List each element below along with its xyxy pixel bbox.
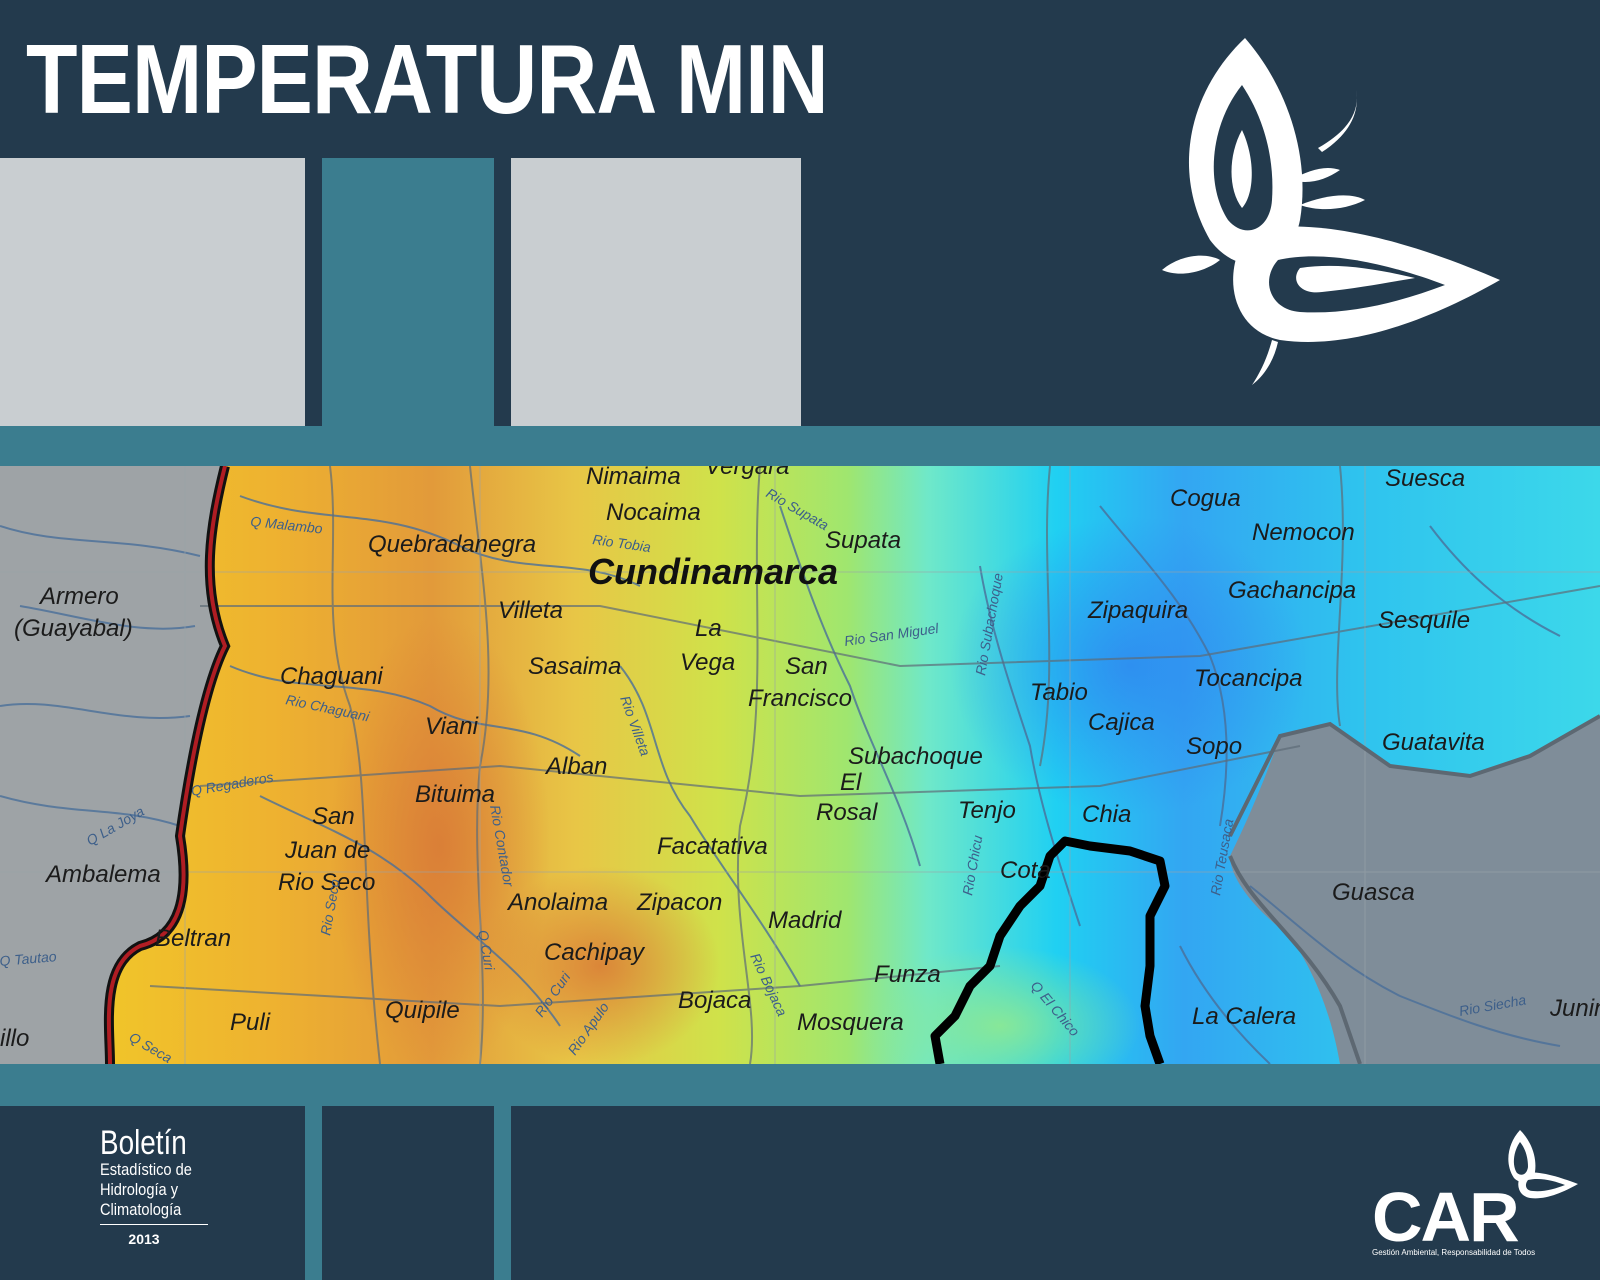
butterfly-logo-icon: [1162, 38, 1500, 385]
town-label: Quebradanegra: [368, 531, 536, 558]
car-tagline: Gestión Ambiental, Responsabilidad de To…: [1372, 1248, 1536, 1257]
photo-placeholder-left: [0, 158, 305, 426]
town-label: Francisco: [748, 685, 852, 712]
town-label: Viani: [425, 713, 479, 740]
town-label: Supata: [825, 527, 901, 554]
town-label: Subachoque: [848, 743, 983, 770]
town-label: Nocaima: [606, 499, 701, 526]
town-label: La Calera: [1192, 1003, 1296, 1030]
town-label: Facatativa: [657, 833, 768, 860]
boletin-line-3: Climatología: [100, 1200, 182, 1219]
town-label: Gachancipa: [1228, 577, 1356, 604]
town-label: Funza: [874, 961, 941, 988]
town-label: Zipaquira: [1087, 597, 1188, 624]
town-label: Bituima: [415, 781, 495, 808]
town-label: Suesca: [1385, 466, 1465, 492]
teal-bar-top: [0, 426, 1600, 466]
town-label: Chaguani: [280, 663, 383, 690]
town-label: Chia: [1082, 801, 1131, 828]
town-label: Rosal: [816, 799, 878, 826]
town-label: Ambalema: [44, 861, 161, 888]
town-label: Nemocon: [1252, 519, 1355, 546]
teal-divider-1: [305, 1106, 322, 1280]
town-label: Tabio: [1030, 679, 1088, 706]
town-label: Madrid: [768, 907, 842, 934]
town-label: Tocancipa: [1194, 665, 1303, 692]
temperature-map: Cundinamarca Nimaima Vergara Nocaima Sup…: [0, 466, 1600, 1064]
car-butterfly-icon: [1508, 1130, 1578, 1199]
boletin-line-2: Hidrología y: [100, 1180, 179, 1199]
town-label: Armero: [38, 583, 119, 610]
town-label: (Guayabal): [14, 615, 133, 642]
town-label: Sasaima: [528, 653, 621, 680]
river-label: Q Curi: [475, 929, 498, 972]
town-label: Bojaca: [678, 987, 751, 1014]
town-label: Villeta: [498, 597, 563, 624]
teal-bar-vertical-1: [322, 158, 494, 426]
town-label: Puli: [230, 1009, 271, 1036]
town-label: Vega: [680, 649, 735, 676]
town-label: Anolaima: [506, 889, 608, 916]
river-label: Q Malambo: [250, 513, 324, 536]
town-label: Guasca: [1332, 879, 1415, 906]
town-label: Cogua: [1170, 485, 1241, 512]
boletin-title: Boletín: [100, 1124, 187, 1162]
town-label: illo: [0, 1025, 29, 1052]
town-label: Beltran: [155, 925, 231, 952]
town-label: Sopo: [1186, 733, 1242, 760]
town-label: Cachipay: [544, 939, 646, 966]
town-label: Juan de: [284, 837, 370, 864]
town-label: Sesquile: [1378, 607, 1470, 634]
town-label: San: [785, 653, 828, 680]
teal-bar-bottom: [0, 1064, 1600, 1106]
town-label: Rio Seco: [278, 869, 375, 896]
town-labels: Nimaima Vergara Nocaima Supata Cogua Sue…: [0, 466, 1600, 1052]
boletin-line-1: Estadístico de: [100, 1160, 192, 1179]
teal-divider-2: [494, 1106, 511, 1280]
town-label: El: [840, 769, 862, 796]
photo-placeholder-right: [511, 158, 801, 426]
town-label: Quipile: [385, 997, 460, 1024]
river-label: Q Tautao: [0, 948, 57, 969]
town-label: Nimaima: [586, 466, 681, 490]
town-label: La: [695, 615, 722, 642]
town-label: Junin: [1549, 995, 1600, 1022]
boletin-logo: Boletín Estadístico de Hidrología y Clim…: [100, 1126, 208, 1247]
town-label: Mosquera: [797, 1009, 904, 1036]
town-label: Alban: [544, 753, 607, 780]
town-label: Tenjo: [958, 797, 1016, 824]
town-label: Vergara: [705, 466, 790, 480]
town-label: Cota: [1000, 857, 1051, 884]
page-title: TEMPERATURA MIN: [26, 24, 829, 134]
town-label: Zipacon: [636, 889, 722, 916]
town-label: Guatavita: [1382, 729, 1485, 756]
town-label: Cajica: [1088, 709, 1155, 736]
town-label: San: [312, 803, 355, 830]
department-label: Cundinamarca: [588, 551, 838, 592]
boletin-year: 2013: [128, 1231, 160, 1247]
car-brand: CAR: [1372, 1178, 1520, 1256]
boletin-divider: [100, 1224, 208, 1225]
